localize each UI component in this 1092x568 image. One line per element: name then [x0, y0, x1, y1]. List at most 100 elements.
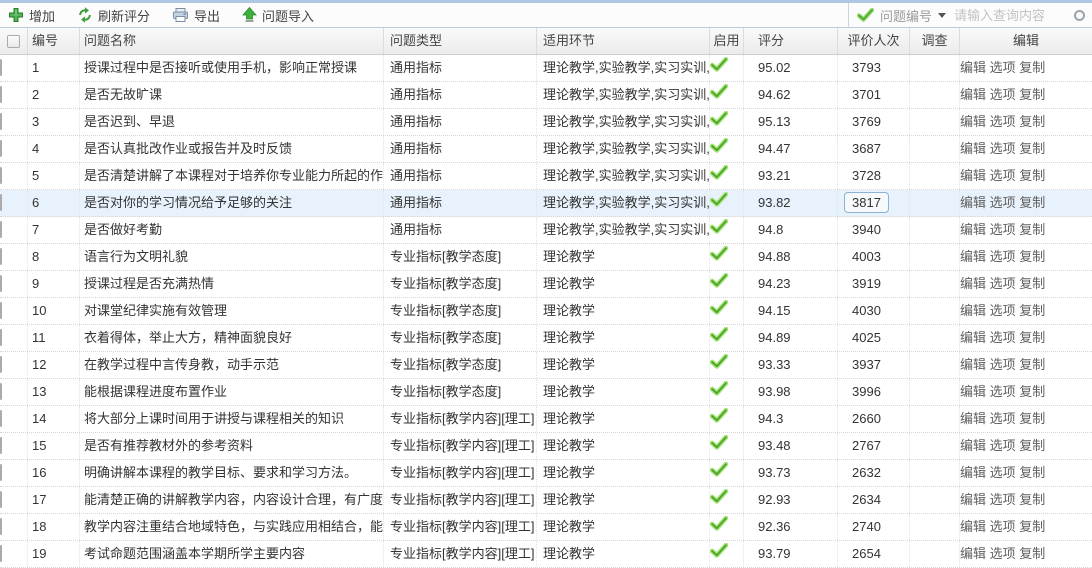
options-link[interactable]: 选项 [989, 438, 1016, 453]
options-link[interactable]: 选项 [989, 384, 1016, 399]
row-checkbox[interactable] [0, 356, 2, 373]
column-header-survey[interactable]: 调查 [910, 28, 960, 54]
column-header-id[interactable]: 编号 [28, 28, 80, 54]
edit-link[interactable]: 编辑 [960, 87, 987, 102]
row-checkbox[interactable] [0, 86, 2, 103]
copy-link[interactable]: 复制 [1019, 492, 1046, 507]
edit-link[interactable]: 编辑 [960, 357, 987, 372]
table-row[interactable]: 11 衣着得体，举止大方，精神面貌良好 专业指标[教学态度] 理论教学 94.8… [0, 325, 1092, 352]
row-checkbox[interactable] [0, 545, 2, 562]
copy-link[interactable]: 复制 [1019, 249, 1046, 264]
column-header-scope[interactable]: 适用环节 [537, 28, 710, 54]
column-header-enabled[interactable]: 启用 [710, 28, 744, 54]
table-row[interactable]: 14 将大部分上课时间用于讲授与课程相关的知识 专业指标[教学内容][理工] 理… [0, 406, 1092, 433]
edit-link[interactable]: 编辑 [960, 249, 987, 264]
edit-link[interactable]: 编辑 [960, 141, 987, 156]
options-link[interactable]: 选项 [989, 465, 1016, 480]
options-link[interactable]: 选项 [989, 303, 1016, 318]
options-link[interactable]: 选项 [989, 60, 1016, 75]
edit-link[interactable]: 编辑 [960, 546, 987, 561]
import-questions-button[interactable]: 问题导入 [242, 6, 314, 25]
copy-link[interactable]: 复制 [1019, 465, 1046, 480]
edit-link[interactable]: 编辑 [960, 114, 987, 129]
column-header-count[interactable]: 评价人次 [838, 28, 910, 54]
edit-link[interactable]: 编辑 [960, 195, 987, 210]
options-link[interactable]: 选项 [989, 168, 1016, 183]
copy-link[interactable]: 复制 [1019, 438, 1046, 453]
row-checkbox[interactable] [0, 113, 2, 130]
edit-link[interactable]: 编辑 [960, 303, 987, 318]
copy-link[interactable]: 复制 [1019, 141, 1046, 156]
table-row[interactable]: 9 授课过程是否充满热情 专业指标[教学态度] 理论教学 94.23 3919 … [0, 271, 1092, 298]
edit-link[interactable]: 编辑 [960, 168, 987, 183]
table-row[interactable]: 10 对课堂纪律实施有效管理 专业指标[教学态度] 理论教学 94.15 403… [0, 298, 1092, 325]
options-link[interactable]: 选项 [989, 357, 1016, 372]
copy-link[interactable]: 复制 [1019, 222, 1046, 237]
row-checkbox[interactable] [0, 302, 2, 319]
options-link[interactable]: 选项 [989, 195, 1016, 210]
edit-link[interactable]: 编辑 [960, 60, 987, 75]
column-header-type[interactable]: 问题类型 [384, 28, 537, 54]
row-checkbox[interactable] [0, 221, 2, 238]
table-row[interactable]: 18 教学内容注重结合地域特色，与实践应用相结合，能涉及 专业指标[教学内容][… [0, 514, 1092, 541]
row-checkbox[interactable] [0, 410, 2, 427]
row-checkbox[interactable] [0, 329, 2, 346]
copy-link[interactable]: 复制 [1019, 330, 1046, 345]
row-checkbox[interactable] [0, 491, 2, 508]
row-checkbox[interactable] [0, 464, 2, 481]
copy-link[interactable]: 复制 [1019, 384, 1046, 399]
edit-link[interactable]: 编辑 [960, 492, 987, 507]
copy-link[interactable]: 复制 [1019, 546, 1046, 561]
table-row[interactable]: 12 在教学过程中言传身教，动手示范 专业指标[教学态度] 理论教学 93.33… [0, 352, 1092, 379]
row-checkbox[interactable] [0, 140, 2, 157]
row-checkbox[interactable] [0, 383, 2, 400]
edit-link[interactable]: 编辑 [960, 384, 987, 399]
options-link[interactable]: 选项 [989, 411, 1016, 426]
column-header-score[interactable]: 评分 [744, 28, 838, 54]
options-link[interactable]: 选项 [989, 330, 1016, 345]
export-button[interactable]: 导出 [172, 6, 220, 25]
column-header-edit[interactable]: 编辑 [1012, 33, 1039, 48]
options-link[interactable]: 选项 [989, 276, 1016, 291]
copy-link[interactable]: 复制 [1019, 276, 1046, 291]
row-checkbox[interactable] [0, 275, 2, 292]
copy-link[interactable]: 复制 [1019, 87, 1046, 102]
table-row[interactable]: 19 考试命题范围涵盖本学期所学主要内容 专业指标[教学内容][理工] 理论教学… [0, 541, 1092, 568]
table-row[interactable]: 3 是否迟到、早退 通用指标 理论教学,实验教学,实习实训,课 95.13 37… [0, 109, 1092, 136]
table-row[interactable]: 16 明确讲解本课程的教学目标、要求和学习方法。 专业指标[教学内容][理工] … [0, 460, 1092, 487]
row-checkbox[interactable] [0, 248, 2, 265]
search-field-selector[interactable]: 问题编号 [857, 6, 947, 25]
table-row[interactable]: 2 是否无故旷课 通用指标 理论教学,实验教学,实习实训,课 94.62 370… [0, 82, 1092, 109]
table-row[interactable]: 7 是否做好考勤 通用指标 理论教学,实验教学,实习实训,课 94.8 3940… [0, 217, 1092, 244]
copy-link[interactable]: 复制 [1019, 168, 1046, 183]
options-link[interactable]: 选项 [989, 222, 1016, 237]
table-row[interactable]: 13 能根据课程进度布置作业 专业指标[教学态度] 理论教学 93.98 399… [0, 379, 1092, 406]
edit-link[interactable]: 编辑 [960, 438, 987, 453]
copy-link[interactable]: 复制 [1019, 60, 1046, 75]
options-link[interactable]: 选项 [989, 141, 1016, 156]
edit-link[interactable]: 编辑 [960, 276, 987, 291]
options-link[interactable]: 选项 [989, 519, 1016, 534]
options-link[interactable]: 选项 [989, 87, 1016, 102]
add-button[interactable]: 增加 [8, 6, 55, 25]
row-checkbox[interactable] [0, 59, 2, 76]
row-checkbox[interactable] [0, 194, 2, 211]
table-row[interactable]: 6 是否对你的学习情况给予足够的关注 通用指标 理论教学,实验教学,实习实训,课… [0, 190, 1092, 217]
copy-link[interactable]: 复制 [1019, 411, 1046, 426]
refresh-score-button[interactable]: 刷新评分 [77, 6, 150, 25]
edit-link[interactable]: 编辑 [960, 465, 987, 480]
copy-link[interactable]: 复制 [1019, 357, 1046, 372]
options-link[interactable]: 选项 [989, 546, 1016, 561]
row-checkbox[interactable] [0, 518, 2, 535]
column-header-name[interactable]: 问题名称 [80, 28, 384, 54]
table-row[interactable]: 1 授课过程中是否接听或使用手机，影响正常授课 通用指标 理论教学,实验教学,实… [0, 55, 1092, 82]
copy-link[interactable]: 复制 [1019, 114, 1046, 129]
table-row[interactable]: 4 是否认真批改作业或报告并及时反馈 通用指标 理论教学,实验教学,实习实训,课… [0, 136, 1092, 163]
edit-link[interactable]: 编辑 [960, 411, 987, 426]
options-link[interactable]: 选项 [989, 114, 1016, 129]
select-all-checkbox[interactable] [7, 34, 20, 48]
row-checkbox[interactable] [0, 167, 2, 184]
table-row[interactable]: 8 语言行为文明礼貌 专业指标[教学态度] 理论教学 94.88 4003 编辑… [0, 244, 1092, 271]
edit-link[interactable]: 编辑 [960, 330, 987, 345]
table-row[interactable]: 17 能清楚正确的讲解教学内容，内容设计合理，有广度，有 专业指标[教学内容][… [0, 487, 1092, 514]
